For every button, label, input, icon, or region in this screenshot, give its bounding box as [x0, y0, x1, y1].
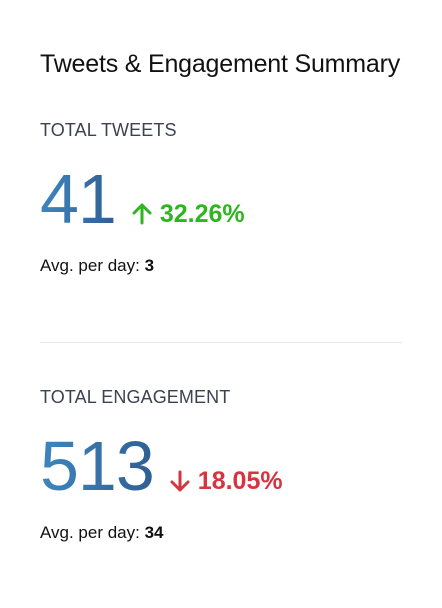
total-tweets-avg-value: 3 [144, 256, 155, 275]
total-engagement-delta-value: 18.05% [197, 467, 283, 495]
total-engagement-label: TOTAL ENGAGEMENT [40, 387, 231, 407]
total-tweets-avg: Avg. per day: 3 [40, 256, 402, 276]
total-tweets-stat: TOTAL TWEETS 41 32.26% Avg. per day: 3 [40, 118, 402, 276]
section-divider [40, 342, 402, 343]
total-tweets-delta: 32.26% [132, 200, 245, 228]
arrow-up-icon [132, 203, 152, 225]
total-engagement-row: 513 18.05% [40, 429, 402, 501]
arrow-down-icon [170, 470, 190, 492]
total-engagement-stat: TOTAL ENGAGEMENT 513 18.05% Avg. per day… [40, 385, 402, 543]
total-engagement-avg-label: Avg. per day: [40, 523, 140, 542]
total-engagement-avg-value: 34 [144, 523, 164, 542]
total-tweets-value: 41 [40, 160, 117, 238]
total-tweets-avg-label: Avg. per day: [40, 256, 140, 275]
panel-title: Tweets & Engagement Summary [40, 50, 401, 78]
total-engagement-delta: 18.05% [170, 467, 283, 495]
total-engagement-avg: Avg. per day: 34 [40, 523, 402, 543]
total-tweets-row: 41 32.26% [40, 162, 402, 234]
total-engagement-value: 513 [40, 427, 155, 505]
total-tweets-delta-value: 32.26% [159, 200, 245, 228]
total-tweets-label: TOTAL TWEETS [40, 120, 177, 140]
